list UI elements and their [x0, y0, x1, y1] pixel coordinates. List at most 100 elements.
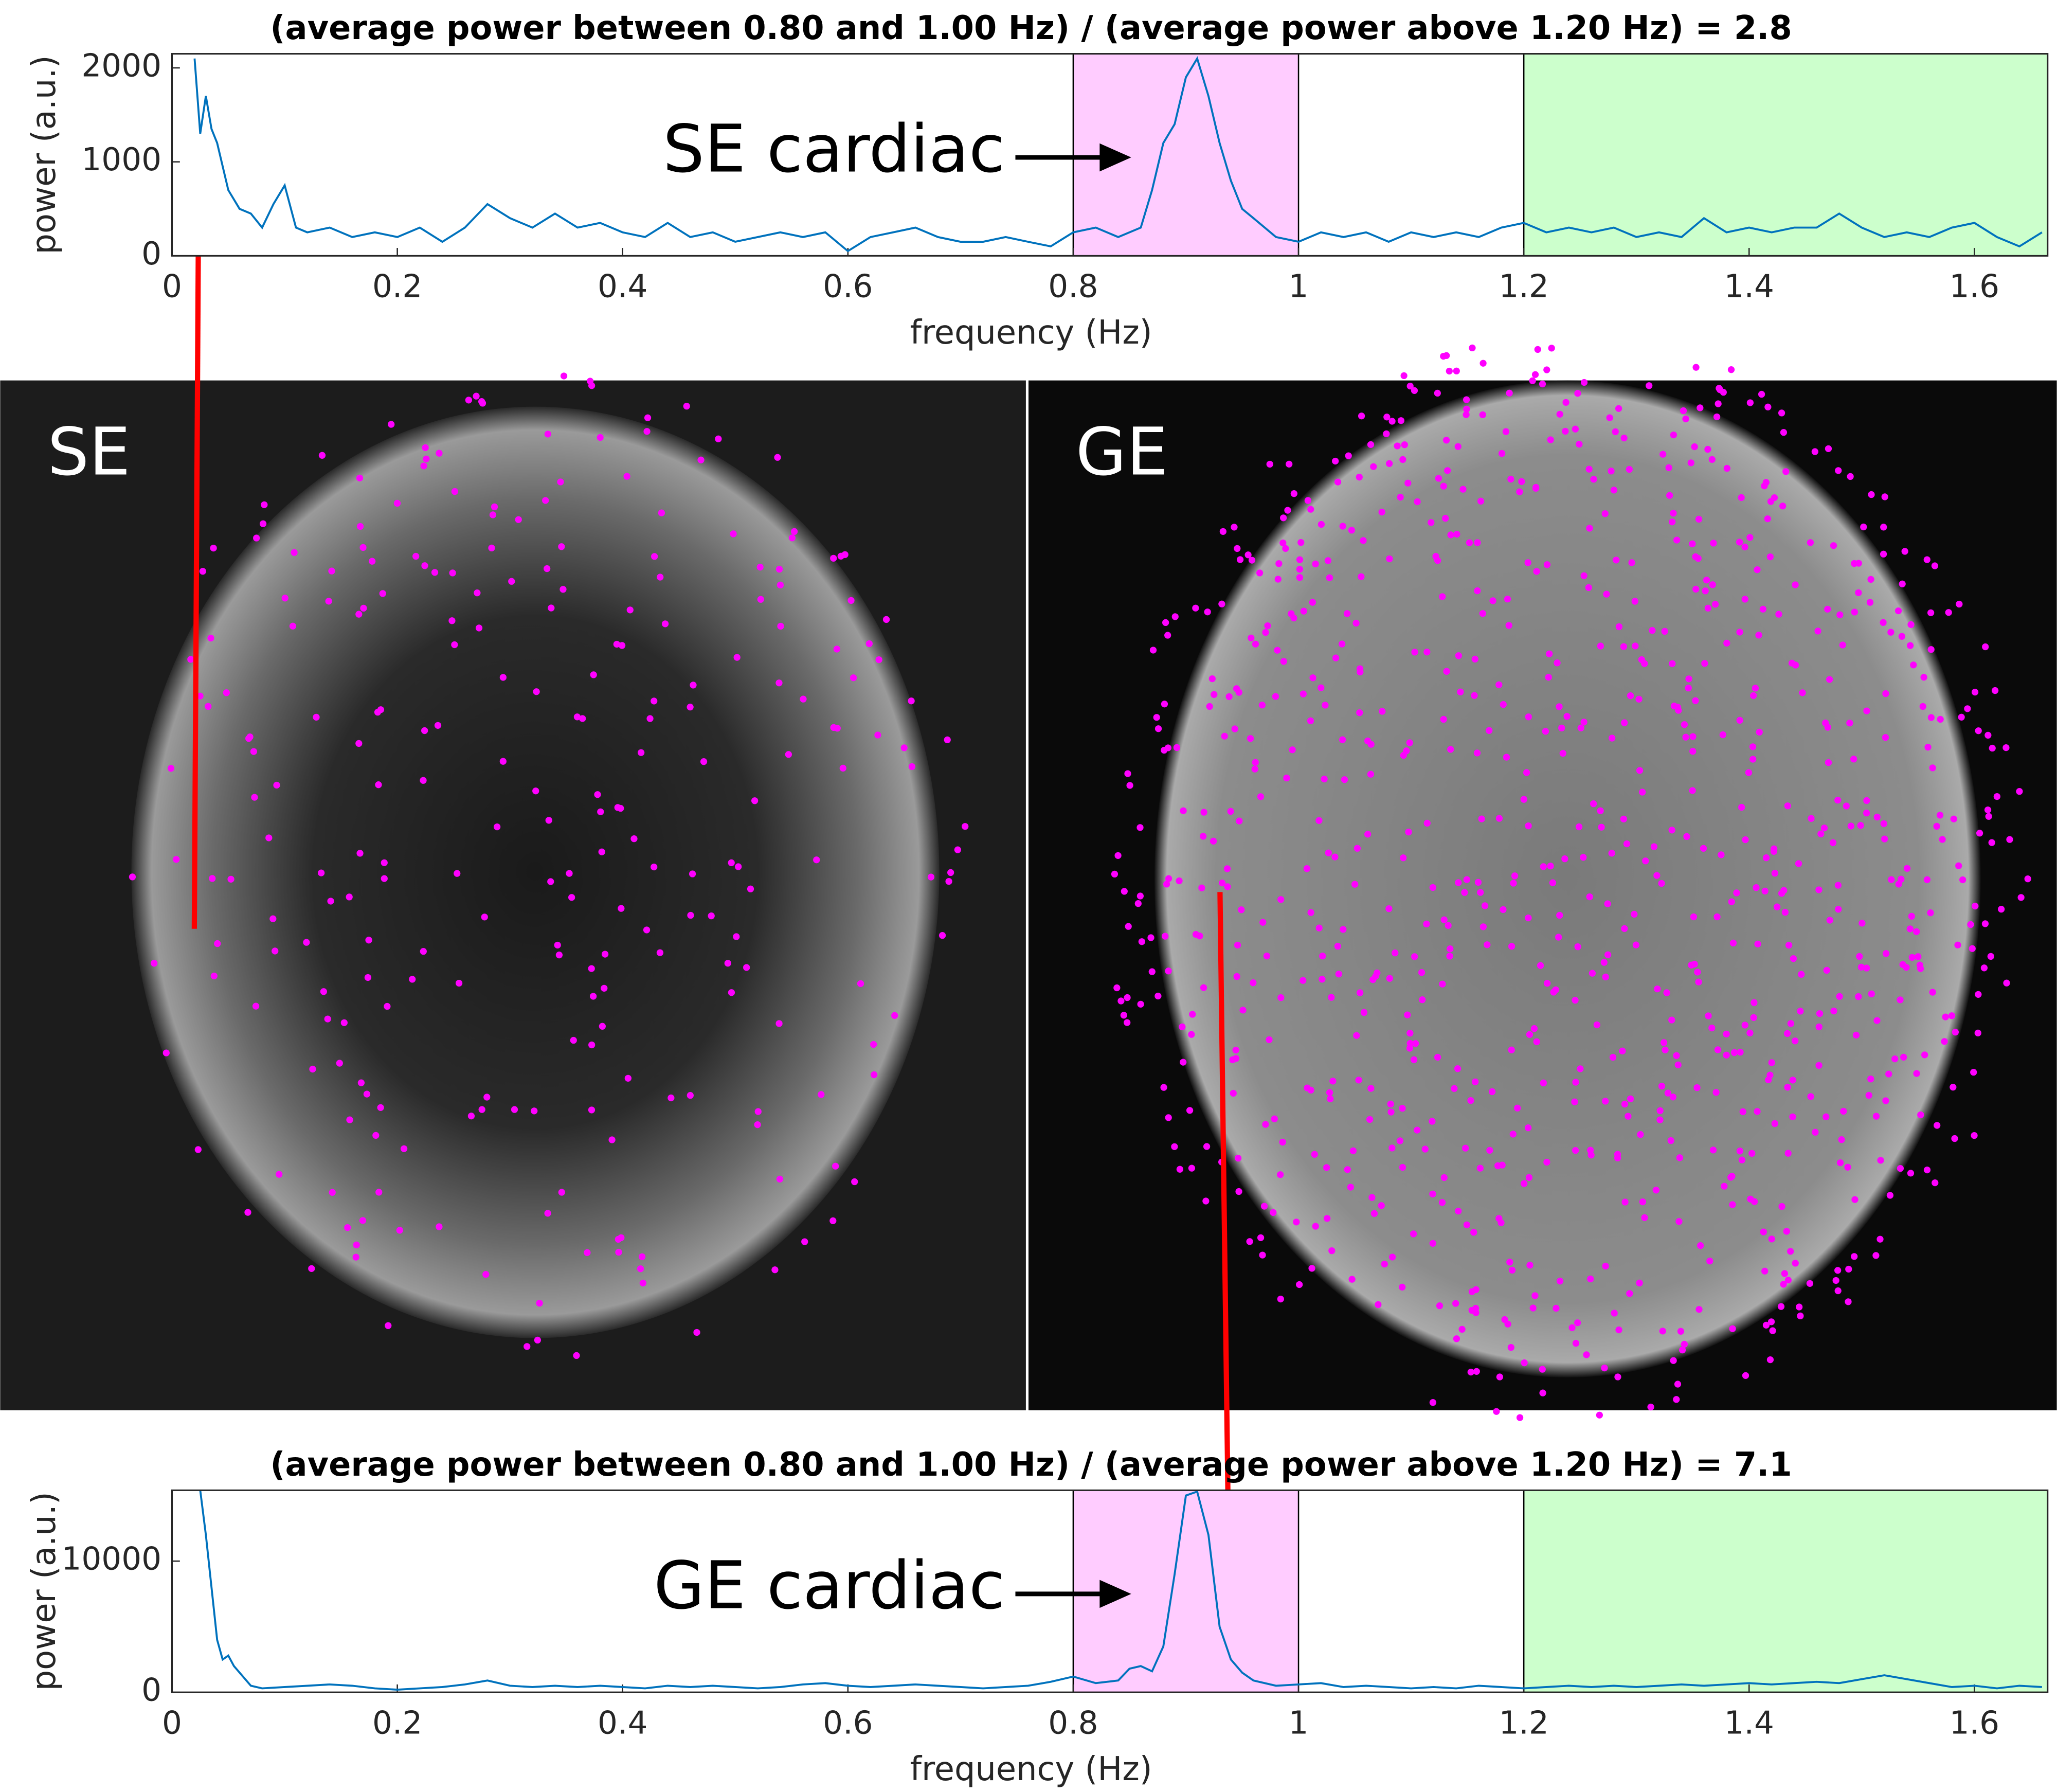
dot: [1165, 1114, 1172, 1121]
dot: [1917, 965, 1924, 972]
dot: [1307, 909, 1314, 916]
dot: [1543, 561, 1551, 568]
dot: [548, 604, 555, 612]
dot: [1239, 1007, 1247, 1014]
dot: [532, 787, 539, 795]
dot: [1738, 494, 1745, 501]
dot: [601, 984, 608, 992]
x-tick-label: 0.8: [1048, 268, 1098, 305]
dot: [1442, 515, 1449, 522]
dot: [385, 1322, 392, 1329]
dot: [1210, 837, 1217, 845]
dot: [1547, 863, 1554, 870]
dot: [1324, 557, 1332, 564]
dot: [1410, 1056, 1418, 1063]
dot: [1397, 494, 1404, 501]
dot: [1931, 562, 1939, 569]
dot: [493, 823, 501, 831]
dot: [1898, 633, 1905, 640]
dot: [1227, 808, 1234, 815]
dot: [1469, 344, 1476, 352]
dot: [1758, 390, 1765, 398]
dot: [272, 947, 279, 955]
dot: [1462, 1144, 1469, 1152]
dot: [1689, 748, 1697, 755]
dot: [1761, 1267, 1769, 1275]
dot: [1472, 1078, 1479, 1085]
dot: [360, 604, 367, 612]
dot: [1927, 909, 1934, 917]
dot: [1149, 647, 1157, 654]
dot: [1394, 442, 1401, 450]
dot: [643, 428, 651, 435]
dot: [588, 965, 595, 972]
dot: [1479, 360, 1487, 367]
dot: [1120, 1012, 1127, 1019]
dot: [1529, 377, 1536, 384]
dot: [1202, 1197, 1210, 1205]
dot: [1689, 540, 1696, 547]
dot: [1455, 652, 1462, 659]
dot: [1458, 1325, 1466, 1333]
dot: [1886, 1192, 1894, 1199]
dot: [1845, 1265, 1852, 1273]
dot: [1356, 989, 1364, 996]
dot: [1692, 364, 1700, 371]
dot: [199, 568, 206, 575]
dot: [1681, 721, 1688, 728]
dot: [1264, 622, 1271, 630]
dot: [1851, 560, 1858, 567]
dot: [891, 1012, 898, 1019]
dot: [1562, 427, 1569, 435]
dot: [1356, 709, 1363, 716]
dot: [1830, 542, 1837, 549]
dot: [1950, 1084, 1957, 1091]
dot: [1219, 528, 1227, 535]
dot: [637, 1265, 644, 1273]
dot: [1811, 448, 1818, 455]
dot: [412, 552, 420, 560]
dot: [1762, 1321, 1770, 1329]
dot: [1446, 953, 1453, 960]
dot: [1524, 1124, 1532, 1132]
dot: [1378, 1202, 1385, 1209]
dot: [683, 402, 690, 410]
dot: [715, 435, 722, 442]
dot: [1504, 596, 1511, 603]
dot: [1668, 827, 1675, 834]
dot: [1114, 852, 1122, 859]
dot: [1808, 815, 1815, 822]
dot: [1984, 806, 1992, 814]
dot: [251, 794, 258, 801]
dot: [1479, 923, 1487, 930]
dot: [1952, 1029, 1959, 1036]
x-tick-label: 0.6: [823, 1705, 873, 1742]
dot: [1761, 482, 1768, 490]
dot: [1738, 803, 1745, 811]
dot: [1360, 1009, 1368, 1016]
dot: [1695, 1306, 1703, 1313]
dot: [1970, 1069, 1977, 1076]
dot: [1771, 1120, 1778, 1127]
dot: [1488, 1088, 1496, 1096]
dot: [1729, 1201, 1736, 1208]
dot: [1954, 941, 1961, 948]
dot: [1434, 389, 1441, 397]
dot: [1500, 701, 1507, 708]
dot: [2002, 744, 2010, 751]
dot: [1502, 428, 1510, 435]
dot: [1198, 884, 1205, 891]
dot: [1980, 964, 1988, 972]
dot: [1701, 660, 1708, 667]
panel-label: SE: [47, 415, 131, 491]
dot: [1621, 1198, 1629, 1206]
dot: [1429, 1118, 1436, 1125]
dot: [1907, 621, 1915, 628]
dot: [1669, 518, 1676, 526]
dot: [1690, 913, 1698, 921]
dot: [356, 523, 364, 530]
dot: [1975, 991, 1982, 998]
dot: [1257, 793, 1265, 800]
dot: [1111, 870, 1118, 878]
dot: [1334, 943, 1341, 950]
